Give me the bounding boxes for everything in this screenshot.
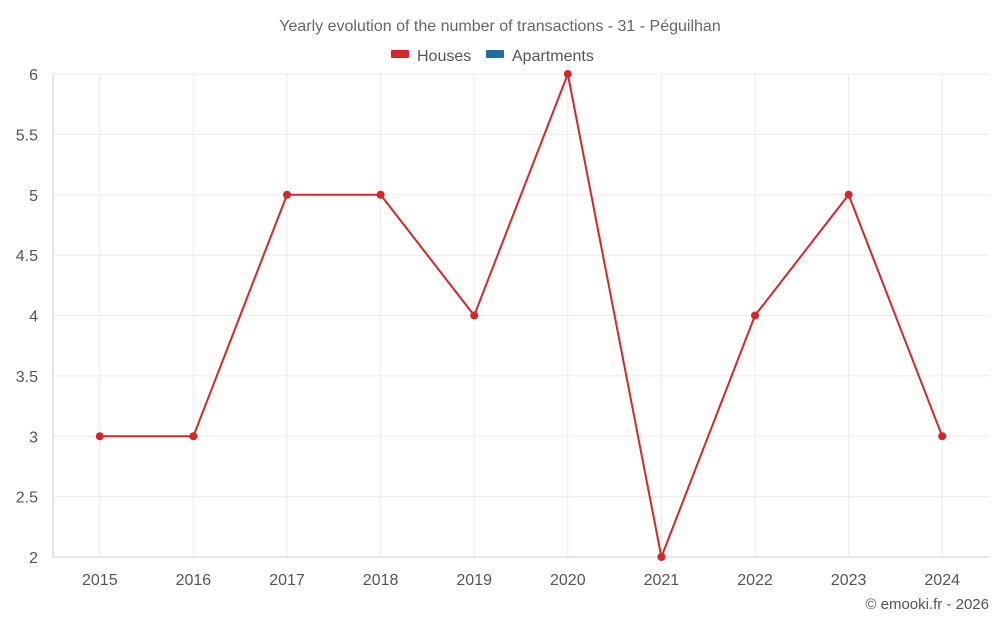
x-tick-label: 2019: [456, 572, 492, 589]
legend-item-houses[interactable]: Houses: [391, 48, 471, 65]
x-tick-label: 2018: [363, 572, 399, 589]
x-tick-label: 2023: [831, 572, 867, 589]
x-tick-label: 2021: [644, 572, 680, 589]
chart-title: Yearly evolution of the number of transa…: [279, 18, 720, 35]
data-point-houses[interactable]: [751, 311, 759, 320]
legend-label-houses: Houses: [417, 48, 471, 65]
y-tick-label: 5.5: [16, 127, 38, 144]
data-point-houses[interactable]: [283, 190, 291, 199]
legend-label-apartments: Apartments: [512, 48, 594, 65]
y-tick-label: 5: [29, 188, 38, 205]
y-tick-label: 4.5: [16, 248, 38, 265]
y-tick-label: 6: [29, 67, 38, 84]
y-tick-label: 4: [29, 309, 38, 326]
x-tick-label: 2017: [269, 572, 305, 589]
data-point-houses[interactable]: [189, 432, 198, 441]
data-point-houses[interactable]: [95, 432, 104, 441]
legend-swatch-houses: [391, 50, 409, 58]
x-tick-label: 2015: [82, 572, 118, 589]
x-tick-label: 2020: [550, 572, 586, 589]
credit-text: © emooki.fr - 2026: [865, 596, 989, 613]
data-point-houses[interactable]: [938, 432, 947, 441]
y-tick-label: 2.5: [16, 490, 38, 507]
y-tick-label: 2: [29, 550, 38, 567]
y-tick-label: 3.5: [16, 369, 38, 386]
data-point-houses[interactable]: [844, 190, 853, 199]
data-point-houses[interactable]: [563, 70, 572, 78]
y-tick-label: 3: [29, 429, 38, 446]
x-tick-label: 2016: [176, 572, 212, 589]
series-line-houses: [99, 73, 944, 558]
plot-area: [95, 70, 947, 561]
data-point-houses[interactable]: [376, 190, 385, 199]
y-axis: 2 2.5 3 3.5 4 4.5 5 5.5 6: [16, 67, 54, 567]
data-point-houses[interactable]: [657, 553, 666, 561]
x-axis: 2015 2016 2017 2018 2019 2020 2021 2022 2023 2024: [53, 556, 989, 589]
grid: [53, 73, 989, 558]
legend-item-apartments[interactable]: Apartments: [486, 48, 594, 65]
x-tick-label: 2024: [924, 572, 960, 589]
legend: Houses Apartments: [391, 48, 594, 65]
data-point-houses[interactable]: [470, 311, 479, 320]
legend-swatch-apartments: [486, 50, 504, 58]
x-tick-label: 2022: [737, 572, 773, 589]
